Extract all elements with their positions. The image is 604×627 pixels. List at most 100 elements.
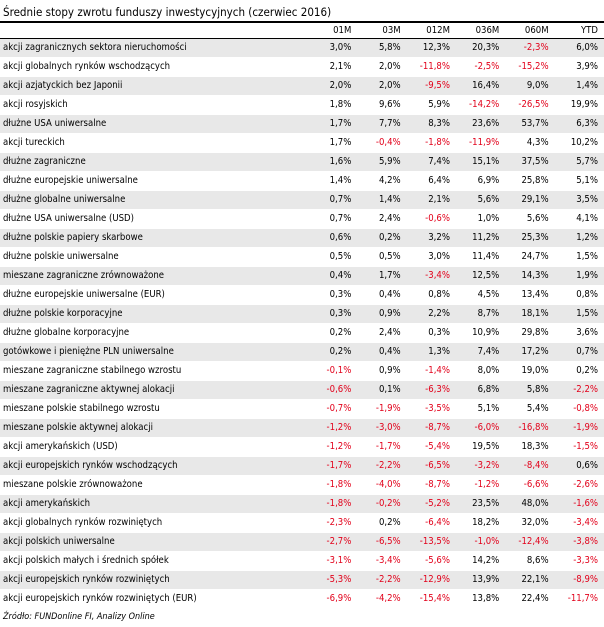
table-row: akcji polskich uniwersalne -2,7% -6,5% -13,…: [0, 532, 604, 552]
return-cell-060m: 5,4%: [505, 399, 555, 419]
return-cell-036m: 8,7%: [455, 304, 506, 324]
table-row: akcji tureckich 1,7% -0,4% -1,8% -11,9% 4,3% 1…: [0, 133, 604, 153]
table-row: dłużne USA uniwersalne (USD) 0,7% 2,4% -0,6…: [0, 209, 604, 229]
return-cell-012m: -6,3%: [406, 380, 456, 400]
return-cell-ytd: 0,2%: [554, 361, 604, 381]
return-cell-012m: -13,5%: [406, 532, 456, 552]
return-cell-036m: 7,4%: [455, 342, 506, 362]
table-row: dłużne polskie uniwersalne 0,5% 0,5% 3,0% 11…: [0, 247, 604, 267]
table-row: akcji amerykańskich -1,8% -0,2% -5,2% 23,5% 4…: [0, 494, 604, 514]
return-cell-ytd: 1,5%: [554, 247, 604, 267]
table-row: dłużne europejskie uniwersalne 1,4% 4,2% 6,…: [0, 171, 604, 191]
fund-category-name: akcji rosyjskich: [0, 95, 309, 115]
return-cell-012m: -5,2%: [406, 494, 456, 514]
return-cell-ytd: 1,2%: [554, 228, 604, 248]
return-cell-01m: 1,8%: [308, 95, 358, 115]
table-row: akcji rosyjskich 1,8% 9,6% 5,9% -14,2% -26,5%…: [0, 95, 604, 115]
table-row: mieszane zagraniczne zrównoważone 0,4% 1,7…: [0, 266, 604, 286]
table-row: akcji zagranicznych sektora nieruchomośc…: [0, 38, 604, 58]
return-cell-03m: 7,7%: [357, 114, 407, 134]
return-cell-012m: 12,3%: [406, 38, 456, 58]
return-cell-ytd: 5,1%: [554, 171, 604, 191]
fund-category-name: mieszane polskie aktywnej alokacji: [0, 418, 309, 438]
return-cell-060m: -8,4%: [505, 456, 555, 476]
return-cell-012m: 1,3%: [406, 342, 456, 362]
fund-category-name: akcji amerykańskich: [0, 494, 309, 514]
return-cell-012m: 2,2%: [406, 304, 456, 324]
fund-category-name: mieszane zagraniczne aktywnej alokacji: [0, 380, 309, 400]
return-cell-ytd: -1,5%: [554, 437, 604, 457]
return-cell-03m: -1,7%: [357, 437, 407, 457]
return-cell-060m: 18,3%: [505, 437, 555, 457]
fund-category-name: akcji tureckich: [0, 133, 309, 153]
table-row: mieszane polskie zrównoważone -1,8% -4,0% -…: [0, 475, 604, 495]
return-cell-ytd: -3,3%: [554, 551, 604, 571]
return-cell-03m: 5,9%: [357, 152, 407, 172]
return-cell-060m: -2,3%: [505, 38, 555, 58]
return-cell-01m: 0,7%: [308, 190, 358, 210]
return-cell-060m: -16,8%: [505, 418, 555, 438]
header-row: 01M 03M 012M 036M 060M YTD: [0, 23, 604, 39]
return-cell-ytd: 3,6%: [554, 323, 604, 343]
return-cell-03m: 0,4%: [357, 285, 407, 305]
return-cell-ytd: -2,6%: [554, 475, 604, 495]
return-cell-012m: 8,3%: [406, 114, 456, 134]
return-cell-036m: 12,5%: [455, 266, 506, 286]
return-cell-060m: 18,1%: [505, 304, 555, 324]
return-cell-03m: -3,0%: [357, 418, 407, 438]
return-cell-01m: -5,3%: [308, 570, 358, 590]
return-cell-060m: 8,6%: [505, 551, 555, 571]
return-cell-03m: -3,4%: [357, 551, 407, 571]
return-cell-ytd: 0,8%: [554, 285, 604, 305]
return-cell-01m: 3,0%: [308, 38, 358, 58]
return-cell-036m: 6,9%: [455, 171, 506, 191]
return-cell-03m: -4,2%: [357, 589, 407, 609]
return-cell-036m: 11,2%: [455, 228, 506, 248]
return-cell-01m: -2,7%: [308, 532, 358, 552]
return-cell-036m: -14,2%: [455, 95, 506, 115]
return-cell-03m: -2,2%: [357, 570, 407, 590]
table-row: dłużne globalne korporacyjne 0,2% 2,4% 0,3%…: [0, 323, 604, 343]
return-cell-01m: 1,6%: [308, 152, 358, 172]
fund-category-name: dłużne globalne korporacyjne: [0, 323, 309, 343]
return-cell-036m: 5,1%: [455, 399, 506, 419]
return-cell-060m: 32,0%: [505, 513, 555, 533]
fund-category-name: akcji europejskich rynków wschodzących: [0, 456, 309, 476]
return-cell-060m: 19,0%: [505, 361, 555, 381]
column-header-03m: 03M: [357, 23, 407, 39]
return-cell-012m: 5,9%: [406, 95, 456, 115]
column-header-036m: 036M: [455, 23, 506, 39]
return-cell-060m: 22,4%: [505, 589, 555, 609]
return-cell-03m: -0,2%: [357, 494, 407, 514]
column-header-012m: 012M: [406, 23, 456, 39]
table-row: mieszane zagraniczne stabilnego wzrostu -…: [0, 361, 604, 381]
table-row: mieszane polskie aktywnej alokacji -1,2% -…: [0, 418, 604, 438]
column-header-fund: [0, 23, 309, 39]
return-cell-060m: -26,5%: [505, 95, 555, 115]
return-cell-012m: 0,8%: [406, 285, 456, 305]
return-cell-060m: 48,0%: [505, 494, 555, 514]
return-cell-012m: -3,5%: [406, 399, 456, 419]
return-cell-03m: 4,2%: [357, 171, 407, 191]
fund-category-name: gotówkowe i pieniężne PLN uniwersalne: [0, 342, 309, 362]
return-cell-060m: 5,8%: [505, 380, 555, 400]
return-cell-060m: 29,1%: [505, 190, 555, 210]
return-cell-01m: 0,4%: [308, 266, 358, 286]
return-cell-060m: 17,2%: [505, 342, 555, 362]
return-cell-03m: 2,4%: [357, 323, 407, 343]
return-cell-060m: -15,2%: [505, 57, 555, 77]
return-cell-01m: 0,7%: [308, 209, 358, 229]
return-cell-ytd: 0,6%: [554, 456, 604, 476]
table-row: akcji europejskich rynków wschodzących -1…: [0, 456, 604, 476]
return-cell-036m: 13,9%: [455, 570, 506, 590]
return-cell-ytd: -0,8%: [554, 399, 604, 419]
return-cell-060m: 37,5%: [505, 152, 555, 172]
return-cell-036m: 10,9%: [455, 323, 506, 343]
source-note: Źródło: FUNDonline FI, Analizy Online: [3, 612, 155, 622]
return-cell-03m: 2,4%: [357, 209, 407, 229]
column-header-ytd: YTD: [554, 23, 604, 39]
return-cell-ytd: -3,4%: [554, 513, 604, 533]
return-cell-036m: -2,5%: [455, 57, 506, 77]
return-cell-03m: 0,2%: [357, 228, 407, 248]
return-cell-ytd: 5,7%: [554, 152, 604, 172]
